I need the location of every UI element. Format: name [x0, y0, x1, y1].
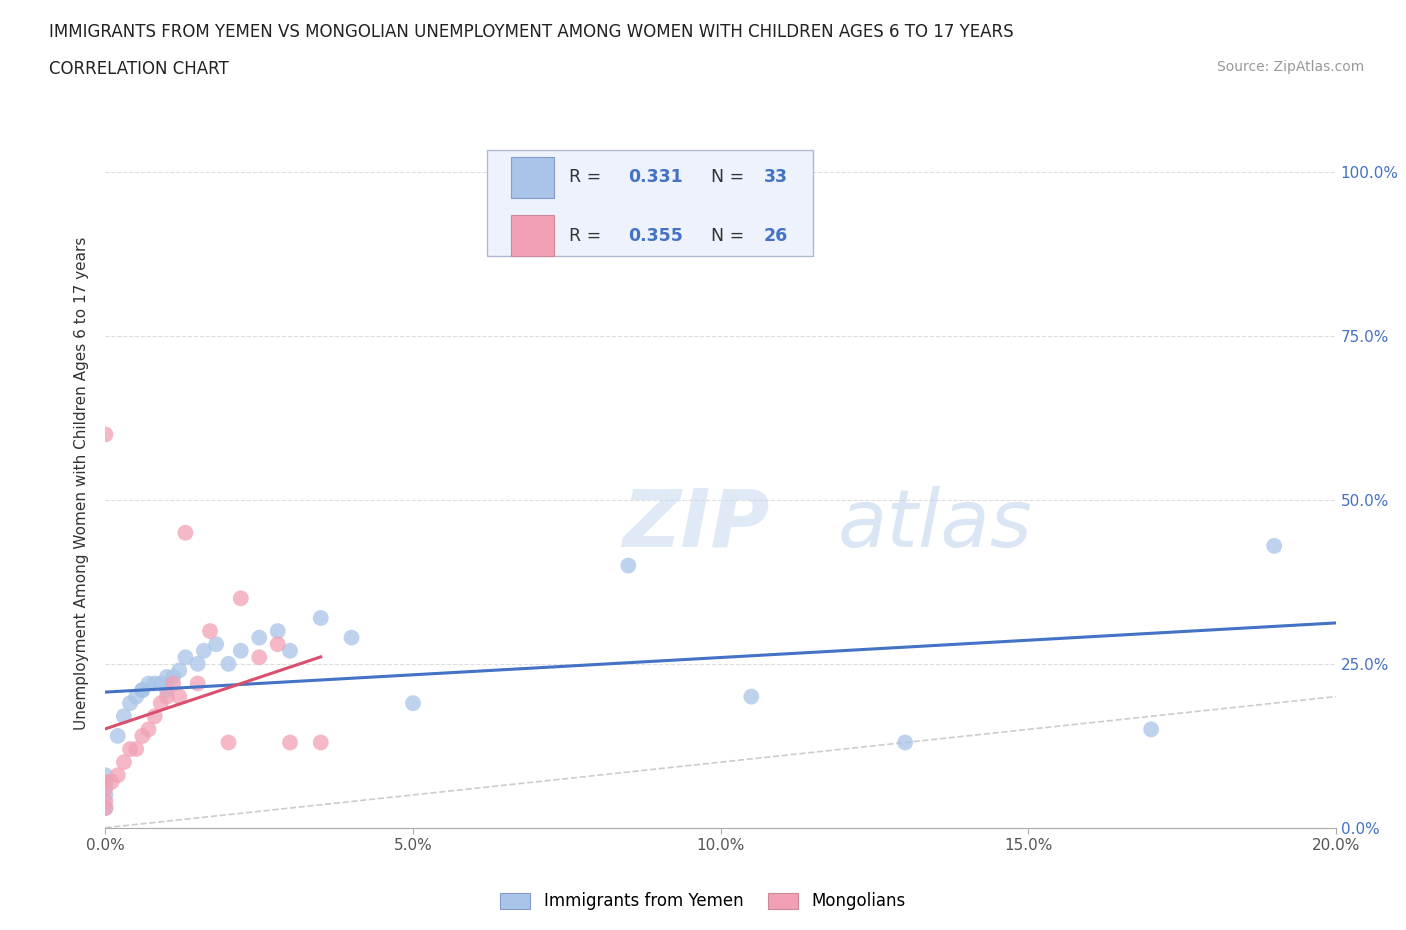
Point [94, 427, 117, 442]
Point [94, 775, 117, 790]
Point [187, 676, 209, 691]
Point [169, 663, 191, 678]
Point [187, 657, 209, 671]
Point [174, 650, 197, 665]
Point [120, 741, 141, 756]
Point [107, 728, 129, 743]
FancyBboxPatch shape [512, 215, 554, 257]
Point [740, 689, 762, 704]
Point [309, 610, 332, 625]
Point [218, 657, 240, 671]
FancyBboxPatch shape [486, 150, 813, 257]
Point [143, 709, 166, 724]
Point [617, 558, 640, 573]
Point [162, 676, 184, 691]
Point [156, 683, 179, 698]
Point [143, 676, 166, 691]
Text: R =: R = [569, 168, 607, 186]
Y-axis label: Unemployment Among Women with Children Ages 6 to 17 years: Unemployment Among Women with Children A… [75, 237, 90, 730]
Point [131, 683, 153, 698]
Text: 26: 26 [763, 227, 787, 245]
Text: Source: ZipAtlas.com: Source: ZipAtlas.com [1216, 60, 1364, 74]
Point [278, 644, 301, 658]
Point [131, 728, 153, 743]
Text: ZIP: ZIP [621, 485, 769, 564]
Point [218, 735, 240, 750]
Point [94, 794, 117, 809]
Point [94, 801, 117, 816]
Point [1263, 538, 1285, 553]
Point [169, 689, 191, 704]
Point [267, 637, 290, 652]
Point [107, 768, 129, 783]
Text: 33: 33 [763, 168, 787, 186]
Point [94, 781, 117, 796]
Point [162, 670, 184, 684]
Text: IMMIGRANTS FROM YEMEN VS MONGOLIAN UNEMPLOYMENT AMONG WOMEN WITH CHILDREN AGES 6: IMMIGRANTS FROM YEMEN VS MONGOLIAN UNEMP… [49, 23, 1014, 41]
Point [340, 631, 363, 645]
Point [193, 644, 215, 658]
Legend: Immigrants from Yemen, Mongolians: Immigrants from Yemen, Mongolians [494, 885, 912, 917]
Point [112, 755, 135, 770]
Point [94, 768, 117, 783]
Text: atlas: atlas [838, 485, 1032, 564]
Point [229, 644, 252, 658]
FancyBboxPatch shape [512, 157, 554, 198]
Point [156, 670, 179, 684]
Text: R =: R = [569, 227, 607, 245]
Point [894, 735, 917, 750]
Point [267, 624, 290, 639]
Text: 0.331: 0.331 [628, 168, 683, 186]
Text: N =: N = [711, 168, 749, 186]
Text: 0.355: 0.355 [628, 227, 683, 245]
Point [174, 525, 197, 540]
Point [94, 788, 117, 803]
Point [1140, 722, 1163, 737]
Point [125, 689, 148, 704]
Point [138, 676, 160, 691]
Point [278, 735, 301, 750]
Point [247, 650, 270, 665]
Point [131, 683, 153, 698]
Point [247, 631, 270, 645]
Point [120, 696, 141, 711]
Point [100, 775, 122, 790]
Point [112, 709, 135, 724]
Point [402, 696, 425, 711]
Point [94, 801, 117, 816]
Point [138, 722, 160, 737]
Point [149, 696, 172, 711]
Point [205, 637, 228, 652]
Point [125, 741, 148, 756]
Text: CORRELATION CHART: CORRELATION CHART [49, 60, 229, 78]
Point [156, 689, 179, 704]
Point [309, 735, 332, 750]
Text: N =: N = [711, 227, 749, 245]
Point [149, 676, 172, 691]
Point [198, 624, 221, 639]
Point [229, 591, 252, 605]
